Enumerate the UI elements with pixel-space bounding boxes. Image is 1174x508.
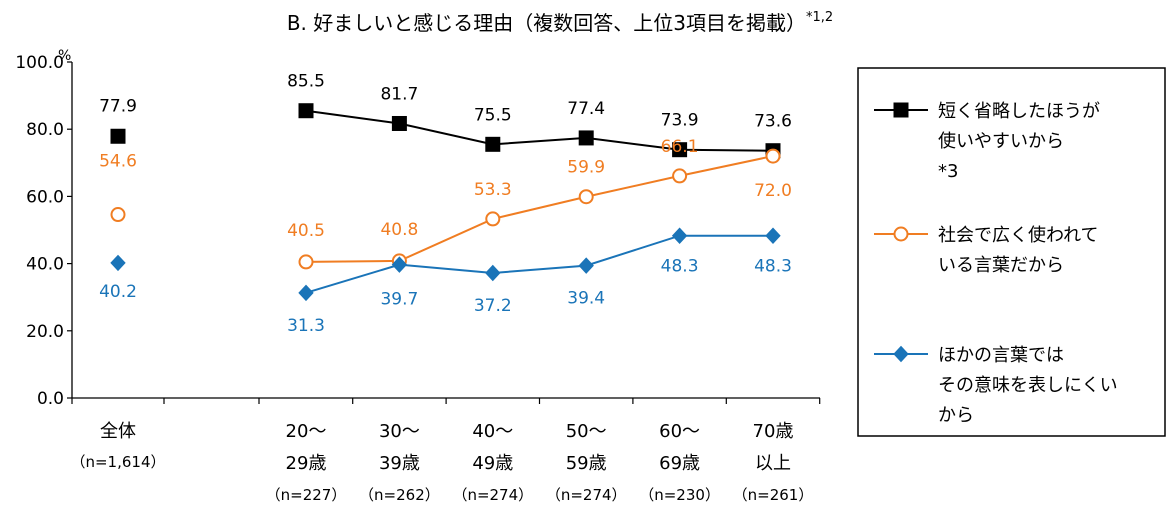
series-2: 40.2 31.3 39.7 37.2 39.4 48.3 48.3 xyxy=(99,227,792,336)
data-label: 48.3 xyxy=(754,257,792,277)
data-point xyxy=(485,211,501,227)
x-label-line1: 20～ xyxy=(286,421,327,442)
x-label-line1: 50～ xyxy=(566,421,607,442)
data-point xyxy=(765,227,781,244)
legend-marker xyxy=(893,345,909,363)
data-point xyxy=(672,168,688,184)
series-line xyxy=(305,109,774,152)
x-label-total: 全体 xyxy=(100,421,136,442)
data-point xyxy=(298,103,314,119)
x-label-line2: 以上 xyxy=(755,453,791,474)
x-label-n: （n=261） xyxy=(733,486,814,504)
series-1: 54.6 40.5 40.8 53.3 59.9 66.1 72.0 xyxy=(99,137,792,270)
x-label-line1: 40～ xyxy=(472,421,513,442)
x-label-line2: 29歳 xyxy=(286,453,327,474)
legend-label: *3 xyxy=(938,161,958,182)
data-label: 73.9 xyxy=(661,111,699,131)
x-label-n: （n=274） xyxy=(452,486,533,504)
x-label-line1: 30～ xyxy=(379,421,420,442)
y-tick-label: 80.0 xyxy=(26,120,64,140)
y-tick-label: 60.0 xyxy=(26,187,64,207)
data-label: 66.1 xyxy=(661,137,699,157)
x-axis-labels: 全体 （n=1,614） 20～ 29歳 （n=227） 30～ 39歳 （n=262） 40～… xyxy=(70,421,813,504)
x-label-line2: 39歳 xyxy=(379,453,420,474)
legend-label: 短く省略したほうが xyxy=(938,101,1100,122)
y-tick-label: 40.0 xyxy=(26,255,64,275)
chart-title-superscript: *1,2 xyxy=(806,10,833,25)
legend-label: その意味を表しにくい xyxy=(938,375,1118,396)
data-label: 40.5 xyxy=(287,221,325,241)
data-label: 81.7 xyxy=(380,84,418,104)
data-label: 39.7 xyxy=(380,290,418,310)
legend: 短く省略したほうが使いやすいから*3社会で広く使われている言葉だからほかの言葉で… xyxy=(857,67,1166,437)
data-label: 59.9 xyxy=(567,158,605,178)
data-point xyxy=(765,148,781,164)
data-point xyxy=(672,142,688,158)
total-point xyxy=(110,128,126,144)
total-data-label: 77.9 xyxy=(99,96,137,116)
legend-marker xyxy=(893,102,909,118)
data-label: 40.8 xyxy=(380,220,418,240)
data-label: 39.4 xyxy=(567,289,605,309)
data-label: 77.4 xyxy=(567,99,605,119)
data-label: 85.5 xyxy=(287,72,325,92)
series-layer: 77.9 85.5 81.7 75.5 77.4 73.9 73.6 54.6 40.5 40.8… xyxy=(99,72,792,336)
legend-label: から xyxy=(938,405,974,426)
data-label: 31.3 xyxy=(287,316,325,336)
x-label-n: （n=262） xyxy=(359,486,440,504)
total-point xyxy=(110,254,126,272)
total-data-label: 40.2 xyxy=(99,282,137,302)
data-point xyxy=(298,284,314,302)
legend-label: ほかの言葉では xyxy=(938,345,1064,366)
data-label: 75.5 xyxy=(474,105,512,125)
data-point xyxy=(671,227,688,244)
data-point xyxy=(391,256,408,273)
y-unit: % xyxy=(58,48,71,64)
chart-title-main: B. 好ましいと感じる理由（複数回答、上位3項目を掲載） xyxy=(287,11,806,35)
x-label-line2: 49歳 xyxy=(472,453,513,474)
legend-label: 使いやすいから xyxy=(938,131,1064,152)
x-label-line2: 69歳 xyxy=(659,453,700,474)
series-0: 77.9 85.5 81.7 75.5 77.4 73.9 73.6 xyxy=(99,72,792,159)
legend-box xyxy=(857,67,1166,437)
series-line xyxy=(305,155,774,263)
legend-marker xyxy=(893,226,909,242)
data-point xyxy=(578,189,594,205)
data-point xyxy=(485,136,501,152)
data-label: 48.3 xyxy=(661,257,699,277)
legend-label: いる言葉だから xyxy=(938,255,1064,276)
x-label-total-n: （n=1,614） xyxy=(70,453,165,471)
data-point xyxy=(578,257,594,274)
x-label-n: （n=230） xyxy=(639,486,720,504)
data-label: 73.6 xyxy=(754,112,792,132)
total-point xyxy=(110,207,126,223)
y-tick-label: 20.0 xyxy=(26,322,64,342)
legend-label: 社会で広く使われて xyxy=(938,225,1099,246)
data-point xyxy=(298,254,314,270)
y-tick-label: 0.0 xyxy=(37,389,64,409)
data-point xyxy=(578,130,594,146)
data-label: 72.0 xyxy=(754,181,792,201)
x-label-n: （n=227） xyxy=(266,486,347,504)
total-data-label: 54.6 xyxy=(99,152,137,172)
data-label: 37.2 xyxy=(474,296,512,316)
series-line xyxy=(305,234,773,294)
x-label-line1: 60～ xyxy=(659,421,700,442)
data-point xyxy=(391,115,407,131)
x-label-line2: 59歳 xyxy=(566,453,607,474)
x-label-line1: 70歳 xyxy=(753,421,794,442)
chart-title: B. 好ましいと感じる理由（複数回答、上位3項目を掲載）*1,2 xyxy=(287,10,833,35)
data-label: 53.3 xyxy=(474,180,512,200)
y-tick-label: 100.0 xyxy=(15,53,64,73)
x-label-n: （n=274） xyxy=(546,486,627,504)
data-point xyxy=(485,264,501,282)
axes: 100.0 80.0 60.0 40.0 20.0 0.0 xyxy=(15,53,821,409)
